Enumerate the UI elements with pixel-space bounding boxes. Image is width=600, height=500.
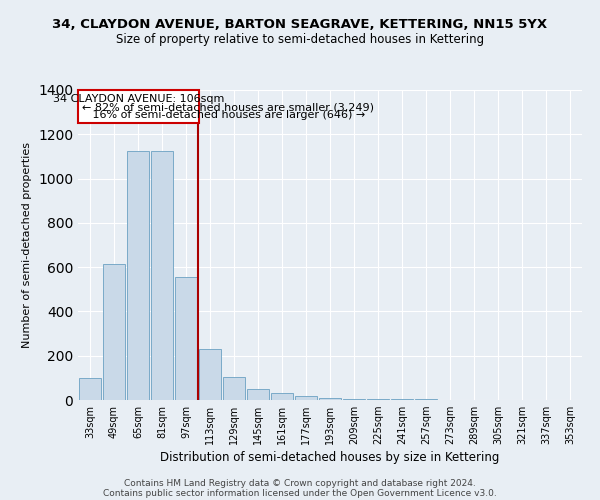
Text: Size of property relative to semi-detached houses in Kettering: Size of property relative to semi-detach… [116, 32, 484, 46]
FancyBboxPatch shape [78, 90, 199, 123]
Text: Contains public sector information licensed under the Open Government Licence v3: Contains public sector information licen… [103, 488, 497, 498]
Bar [271, 394, 293, 400]
X-axis label: Distribution of semi-detached houses by size in Kettering: Distribution of semi-detached houses by … [160, 452, 500, 464]
Bar [247, 389, 269, 400]
Bar [319, 398, 341, 400]
Bar [367, 399, 389, 400]
Bar [295, 396, 317, 400]
Bar [343, 399, 365, 400]
Text: Contains HM Land Registry data © Crown copyright and database right 2024.: Contains HM Land Registry data © Crown c… [124, 478, 476, 488]
Bar [79, 378, 101, 400]
Text: 16% of semi-detached houses are larger (646) →: 16% of semi-detached houses are larger (… [82, 110, 365, 120]
Bar [175, 277, 197, 400]
Text: 34 CLAYDON AVENUE: 106sqm: 34 CLAYDON AVENUE: 106sqm [53, 94, 224, 104]
Bar [151, 151, 173, 400]
Y-axis label: Number of semi-detached properties: Number of semi-detached properties [22, 142, 32, 348]
Bar [127, 151, 149, 400]
Bar [199, 349, 221, 400]
Text: 34, CLAYDON AVENUE, BARTON SEAGRAVE, KETTERING, NN15 5YX: 34, CLAYDON AVENUE, BARTON SEAGRAVE, KET… [52, 18, 548, 30]
Bar [223, 377, 245, 400]
Text: ← 82% of semi-detached houses are smaller (3,249): ← 82% of semi-detached houses are smalle… [82, 103, 374, 113]
Bar [103, 264, 125, 400]
